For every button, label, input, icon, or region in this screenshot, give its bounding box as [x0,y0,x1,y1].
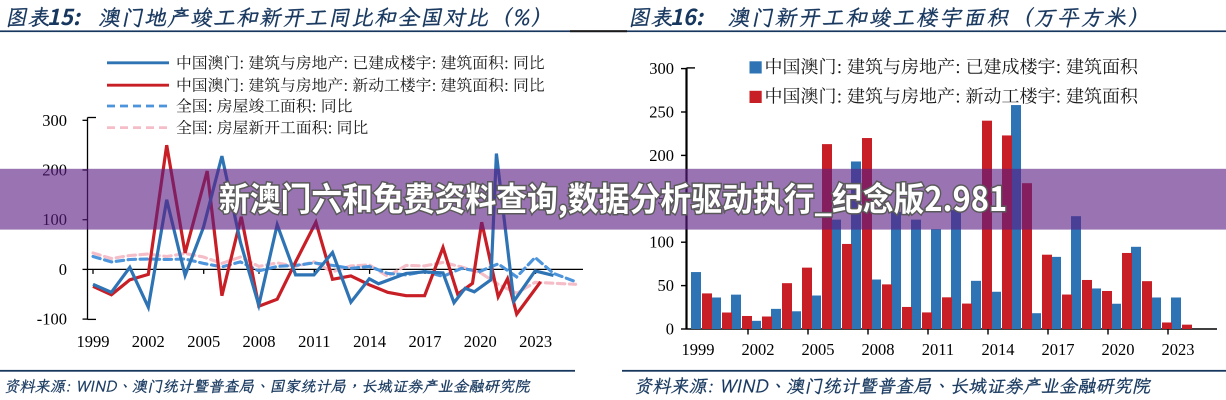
svg-text:2011: 2011 [922,340,954,359]
svg-text:2014: 2014 [353,332,386,351]
svg-text:2011: 2011 [298,332,330,351]
svg-text:2005: 2005 [187,332,220,351]
svg-text:2023: 2023 [1162,340,1195,359]
svg-text:300: 300 [649,59,674,78]
svg-text:100: 100 [649,233,674,252]
svg-text:2017: 2017 [409,332,442,351]
svg-text:300: 300 [42,111,67,130]
svg-text:2002: 2002 [132,332,165,351]
svg-text:-100: -100 [37,310,67,329]
svg-text:2008: 2008 [862,340,895,359]
svg-text:200: 200 [649,146,674,165]
svg-text:2005: 2005 [802,340,835,359]
svg-text:0: 0 [666,320,674,339]
svg-text:2023: 2023 [519,332,552,351]
svg-text:50: 50 [658,276,675,295]
svg-text:1999: 1999 [682,340,715,359]
svg-text:2017: 2017 [1042,340,1075,359]
svg-text:2014: 2014 [982,340,1015,359]
svg-text:0: 0 [59,260,67,279]
svg-text:2008: 2008 [243,332,276,351]
svg-text:250: 250 [649,103,674,122]
svg-text:2002: 2002 [742,340,775,359]
svg-text:2020: 2020 [464,332,497,351]
svg-text:1999: 1999 [77,332,110,351]
svg-text:2020: 2020 [1102,340,1135,359]
